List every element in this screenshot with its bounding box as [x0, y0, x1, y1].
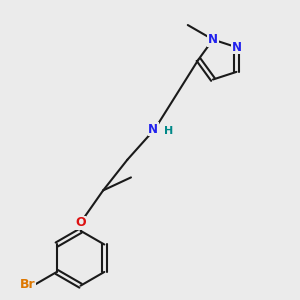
Text: N: N [148, 122, 158, 136]
Text: H: H [164, 126, 173, 136]
Text: O: O [75, 216, 86, 229]
Text: Br: Br [20, 278, 36, 291]
Text: N: N [208, 33, 218, 46]
Text: N: N [231, 41, 242, 54]
